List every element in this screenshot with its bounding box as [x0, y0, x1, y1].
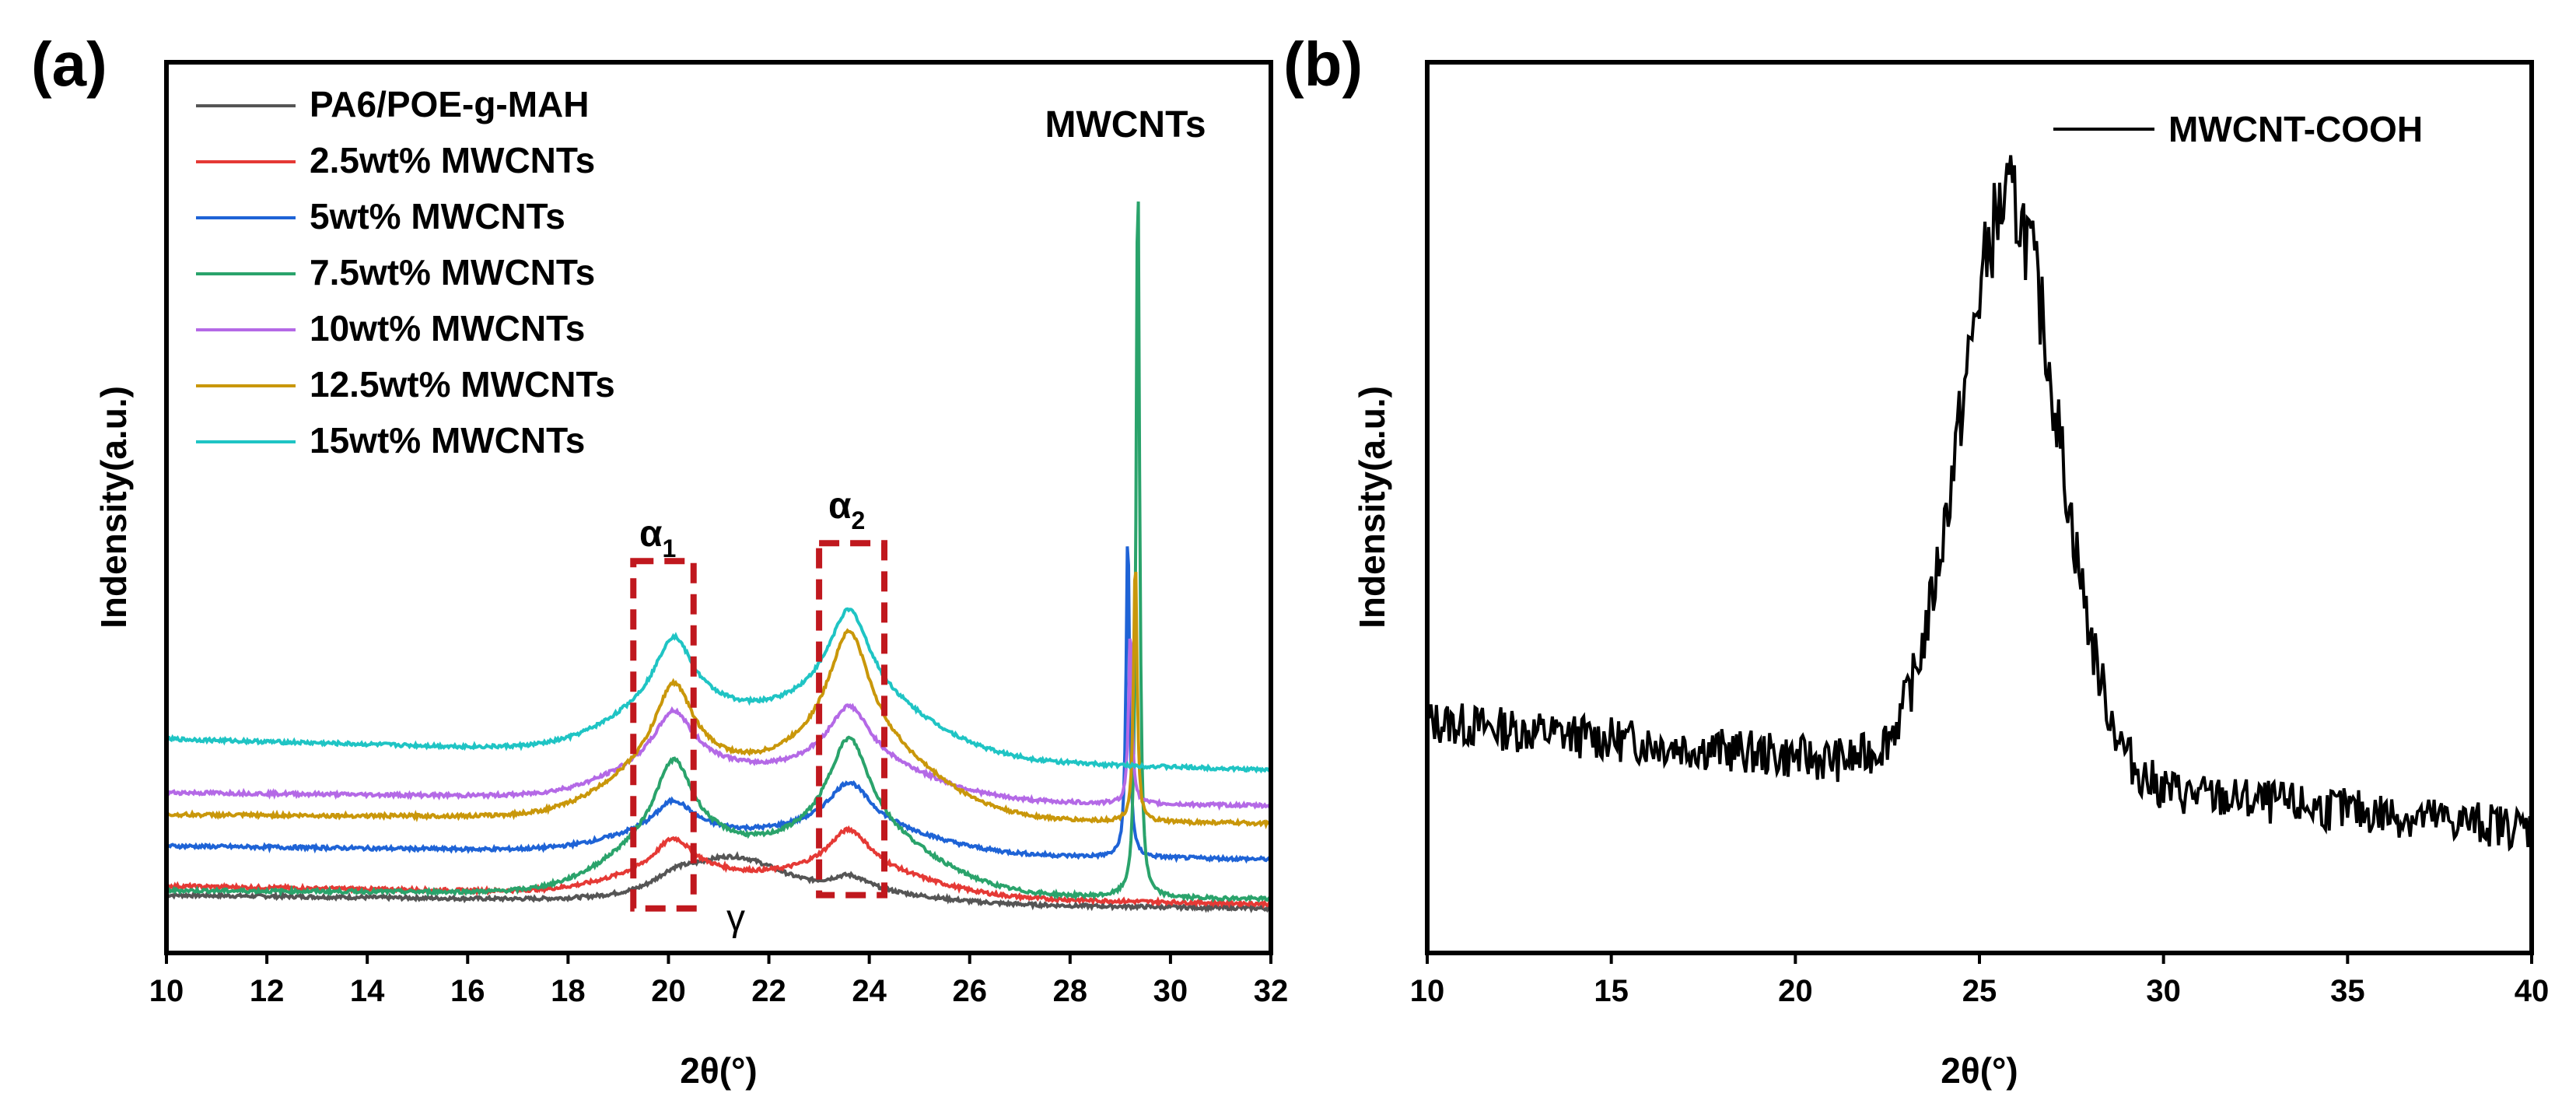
series-line	[165, 607, 1272, 774]
panel-b-x-tick-label: 35	[2330, 974, 2365, 1008]
panel-b: (b) 10 15 20 25 30 35 40 2θ(°) Indensity(a.u.)…	[1283, 30, 2549, 1091]
panel-a-series-group	[165, 201, 1272, 914]
panel-b-x-tick-label: 25	[1962, 974, 1997, 1008]
panel-b-x-ticks: 10 15 20 25 30 35 40	[1410, 953, 2550, 1008]
peak-box-alpha2	[816, 540, 888, 899]
panel-b-x-axis-title: 2θ(°)	[1941, 1050, 2018, 1091]
legend-label: 7.5wt% MWCNTs	[310, 252, 595, 293]
alpha1-label: α1	[639, 513, 676, 562]
legend-label: 2.5wt% MWCNTs	[310, 140, 595, 180]
series-line	[165, 638, 1272, 811]
panel-a-peak-boxes	[630, 540, 888, 912]
peak-box-alpha1	[630, 558, 697, 912]
panel-a-x-axis-title: 2θ(°)	[680, 1050, 757, 1091]
panel-b-x-tick-label: 30	[2146, 974, 2181, 1008]
panel-a-x-tick-label: 18	[551, 974, 586, 1008]
series-line	[165, 201, 1272, 903]
panel-b-x-tick-label: 10	[1410, 974, 1445, 1008]
panel-a-x-tick-label: 28	[1053, 974, 1088, 1008]
panel-a-x-tick-label: 10	[149, 974, 184, 1008]
panel-a-plot-frame	[164, 60, 1273, 955]
legend-label: PA6/POE-g-MAH	[310, 84, 590, 124]
panel-a-x-tick-label: 20	[651, 974, 686, 1008]
mwcnt-peak-label: MWCNTs	[1045, 104, 1206, 145]
legend-label: 12.5wt% MWCNTs	[310, 364, 615, 405]
panel-a-x-tick-label: 30	[1153, 974, 1188, 1008]
panel-a-x-ticks: 10 12 14 16 18 20 22 24 26 28 30 32	[149, 953, 1289, 1008]
panel-a-x-tick-label: 12	[250, 974, 285, 1008]
gamma-label: γ	[726, 898, 745, 939]
panel-a-x-tick-label: 26	[952, 974, 987, 1008]
panel-b-series-group	[1426, 155, 2533, 852]
panel-b-y-axis-title: Indensity(a.u.)	[1352, 386, 1392, 629]
panel-b-legend: MWCNT-COOH	[2053, 109, 2423, 149]
legend-label: MWCNT-COOH	[2168, 109, 2423, 149]
series-line	[165, 571, 1272, 830]
legend-label: 5wt% MWCNTs	[310, 196, 565, 236]
panel-a-legend: PA6/POE-g-MAH 2.5wt% MWCNTs 5wt% MWCNTs 7.5…	[196, 84, 615, 461]
panel-b-label: (b)	[1283, 30, 1363, 99]
panel-a-label: (a)	[31, 30, 107, 99]
legend-label: 15wt% MWCNTs	[310, 420, 585, 461]
panel-a-x-tick-label: 16	[450, 974, 485, 1008]
alpha2-label: α2	[828, 485, 865, 534]
series-line	[1426, 155, 2533, 852]
panel-a-x-tick-label: 24	[852, 974, 887, 1008]
series-line	[166, 850, 1272, 914]
panel-a: (a) 10 12 14 16 18 20 22 24 26 28 30 32 2θ(°) Inden…	[31, 30, 1288, 1091]
panel-a-x-tick-label: 32	[1254, 974, 1289, 1008]
panel-a-x-tick-label: 22	[751, 974, 786, 1008]
legend-label: 10wt% MWCNTs	[310, 308, 585, 349]
panel-a-y-axis-title: Indensity(a.u.)	[93, 386, 134, 629]
panel-b-x-tick-label: 20	[1778, 974, 1813, 1008]
panel-a-x-tick-label: 14	[350, 974, 385, 1008]
panel-b-x-tick-label: 40	[2515, 974, 2550, 1008]
panel-b-x-tick-label: 15	[1594, 974, 1629, 1008]
series-line	[165, 825, 1272, 909]
